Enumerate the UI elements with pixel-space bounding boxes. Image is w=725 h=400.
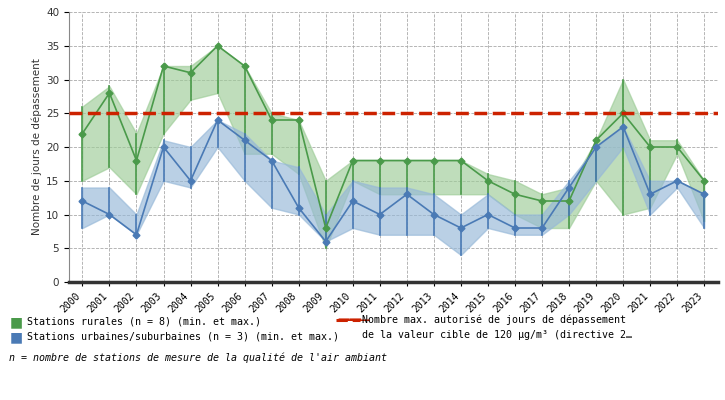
Text: ■: ■ [9,315,22,329]
Text: ■: ■ [9,330,22,344]
Text: ——: —— [337,314,362,326]
Text: ——: —— [337,314,370,326]
Text: n = nombre de stations de mesure de la qualité de l'air ambiant: n = nombre de stations de mesure de la q… [9,353,387,363]
Text: Stations urbaines/suburbaines (n = 3) (min. et max.): Stations urbaines/suburbaines (n = 3) (m… [27,332,339,342]
Text: de la valeur cible de 120 µg/m³ (directive 2…: de la valeur cible de 120 µg/m³ (directi… [362,330,632,340]
Text: Stations rurales (n = 8) (min. et max.): Stations rurales (n = 8) (min. et max.) [27,317,261,327]
Y-axis label: Nombre de jours de dépassement: Nombre de jours de dépassement [31,58,42,236]
Text: Nombre max. autorisé de jours de dépassement: Nombre max. autorisé de jours de dépasse… [362,315,626,325]
